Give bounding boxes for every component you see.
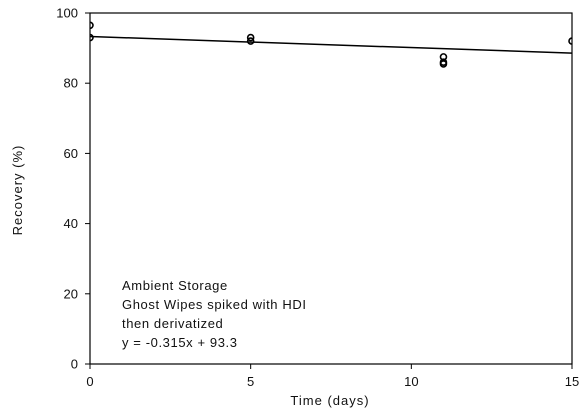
x-tick-label: 15 [565,374,579,389]
trendline-group [89,35,573,54]
y-tick-label: 0 [71,357,78,372]
x-tick-label: 0 [86,374,93,389]
data-point [568,37,572,45]
x-tick-label: 5 [247,374,254,389]
annotation-line: Ghost Wipes spiked with HDI [122,297,307,312]
data-point [246,37,255,45]
regression-equation: y = -0.315x + 93.3 [122,335,238,350]
annotation-block: Ambient Storage Ghost Wipes spiked with H… [122,278,307,350]
y-tick-label: 60 [64,146,78,161]
data-point [90,21,94,30]
plot-frame [89,12,573,365]
x-axis-title: Time (days) [290,393,369,408]
trendline [89,35,573,54]
data-points [90,21,572,68]
y-tick-label: 20 [64,286,78,301]
y-tick-label: 40 [64,216,78,231]
x-axis: 0 5 10 15 [86,364,579,389]
data-point [439,60,448,68]
x-tick-label: 10 [404,374,418,389]
y-axis-title: Recovery (%) [10,145,25,236]
data-point [90,33,94,42]
annotation-line: then derivatized [122,316,223,331]
y-tick-label: 80 [64,76,78,91]
y-tick-label: 100 [56,6,78,21]
annotation-line: Ambient Storage [122,278,228,293]
y-axis: 0 20 40 60 80 100 [56,6,90,372]
plot-border [89,12,573,365]
data-point [246,33,255,42]
